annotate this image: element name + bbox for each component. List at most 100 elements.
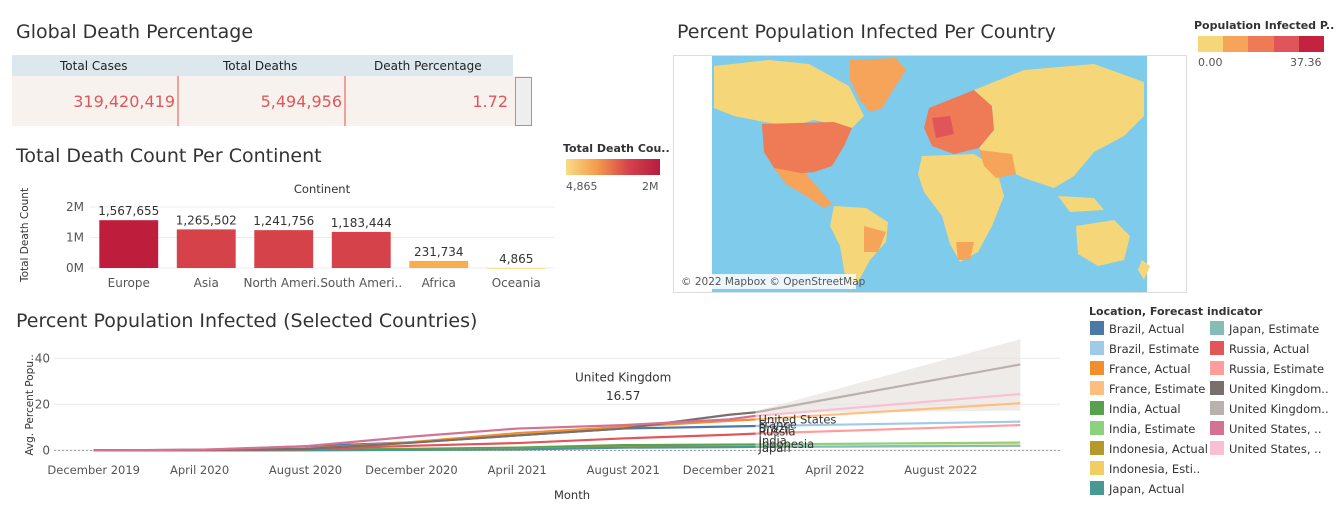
map-legend-step xyxy=(1248,36,1274,52)
bar-chart-title: Total Death Count Per Continent xyxy=(16,145,322,167)
line-annotation: United Kingdom xyxy=(575,370,671,384)
forecast-band xyxy=(755,339,1021,414)
bar-legend-max: 2M xyxy=(642,180,659,193)
legend-swatch xyxy=(1210,381,1224,395)
bar-y-tick: 1M xyxy=(66,231,84,245)
map-attribution[interactable]: © 2022 Mapbox © OpenStreetMap xyxy=(681,276,866,288)
bar-5[interactable] xyxy=(486,267,546,269)
bar-value-label: 1,265,502 xyxy=(176,213,237,227)
legend-swatch xyxy=(1090,341,1104,355)
legend-swatch xyxy=(1090,461,1104,475)
legend-item[interactable]: Indonesia, Actual xyxy=(1090,441,1208,456)
legend-label: Japan, Estimate xyxy=(1229,322,1320,336)
kpi-header-row: Total Cases Total Deaths Death Percentag… xyxy=(12,55,513,76)
line-series-13[interactable] xyxy=(755,363,1021,414)
legend-item[interactable]: United Kingdom.. xyxy=(1210,401,1329,416)
legend-swatch xyxy=(1210,321,1224,335)
line-series-15[interactable] xyxy=(755,392,1021,417)
kpi-death-percentage-value: 1.72 xyxy=(472,92,508,111)
line-y-tick: 40 xyxy=(35,351,50,365)
line-x-tick: December 2021 xyxy=(683,463,776,477)
australia-shape xyxy=(1076,220,1130,266)
kpi-title: Global Death Percentage xyxy=(16,21,254,43)
legend-swatch xyxy=(1090,441,1104,455)
legend-item[interactable]: France, Estimate xyxy=(1090,381,1205,396)
greenland-shape xyxy=(849,58,906,112)
legend-label: Japan, Actual xyxy=(1109,482,1185,496)
map-legend-step xyxy=(1273,36,1299,52)
bar-category-label: Africa xyxy=(422,276,456,290)
bar-3[interactable] xyxy=(331,231,391,268)
legend-label: United States, .. xyxy=(1229,442,1322,456)
legend-swatch xyxy=(1210,421,1224,435)
bar-2[interactable] xyxy=(254,230,314,268)
legend-item[interactable]: United States, .. xyxy=(1210,421,1322,436)
line-x-tick: December 2020 xyxy=(365,463,458,477)
legend-item[interactable]: Russia, Actual xyxy=(1210,341,1309,356)
legend-item[interactable]: India, Actual xyxy=(1090,401,1181,416)
legend-item[interactable]: United Kingdom.. xyxy=(1210,381,1329,396)
legend-label: United Kingdom.. xyxy=(1229,382,1329,396)
bar-category-label: North Ameri.. xyxy=(243,276,324,290)
line-series-1[interactable] xyxy=(755,420,1021,428)
map-frame: © 2022 Mapbox © OpenStreetMap xyxy=(673,55,1187,293)
line-series-9[interactable] xyxy=(755,444,1021,449)
legend-item[interactable]: United States, .. xyxy=(1210,441,1322,456)
kpi-header-total-deaths: Total Deaths xyxy=(223,59,298,73)
kpi-separator xyxy=(344,76,346,126)
line-end-label: India xyxy=(759,434,787,448)
bar-0[interactable] xyxy=(99,220,159,268)
legend-item[interactable]: Brazil, Estimate xyxy=(1090,341,1199,356)
legend-item[interactable]: Japan, Actual xyxy=(1090,481,1184,496)
line-x-tick: August 2021 xyxy=(587,463,660,477)
legend-item[interactable]: India, Estimate xyxy=(1090,421,1195,436)
legend-swatch xyxy=(1090,321,1104,335)
line-series-11[interactable] xyxy=(755,424,1021,435)
line-series-5[interactable] xyxy=(755,441,1021,446)
legend-swatch xyxy=(1090,481,1104,495)
kpi-total-cases-value: 319,420,419 xyxy=(73,92,175,111)
line-end-label: Indonesia xyxy=(759,437,815,451)
bar-1[interactable] xyxy=(176,229,236,268)
line-y-tick: 20 xyxy=(35,397,50,411)
line-series-14[interactable] xyxy=(93,414,756,452)
legend-item[interactable]: Japan, Estimate xyxy=(1210,321,1319,336)
legend-label: United States, .. xyxy=(1229,422,1322,436)
kpi-total-deaths-value: 5,494,956 xyxy=(260,92,342,111)
africa-south-shape xyxy=(956,242,974,260)
legend-swatch xyxy=(1210,401,1224,415)
central-america-shape xyxy=(774,168,832,208)
line-x-title: Month xyxy=(554,488,590,502)
bar-category-label: Asia xyxy=(194,276,219,290)
legend-swatch xyxy=(1210,341,1224,355)
legend-item[interactable]: France, Actual xyxy=(1090,361,1191,376)
legend-label: Russia, Actual xyxy=(1229,342,1310,356)
legend-item[interactable]: Indonesia, Esti.. xyxy=(1090,461,1200,476)
line-end-label: United States xyxy=(759,412,837,426)
line-end-label: Brazil xyxy=(759,421,791,435)
bar-legend-title: Total Death Cou.. xyxy=(563,142,670,155)
bar-y-title: Total Death Count xyxy=(19,188,31,283)
legend-label: United Kingdom.. xyxy=(1229,402,1329,416)
southeast-asia-islands-shape xyxy=(1058,196,1104,212)
map-title: Percent Population Infected Per Country xyxy=(677,21,1056,43)
bar-x-title: Continent xyxy=(294,182,351,196)
line-y-title: Avg. Percent Popu.. xyxy=(24,354,36,455)
south-america-shape xyxy=(830,206,888,290)
line-x-tick: August 2020 xyxy=(269,463,342,477)
line-series-3[interactable] xyxy=(755,402,1021,421)
legend-item[interactable]: Brazil, Actual xyxy=(1090,321,1184,336)
world-map[interactable]: © 2022 Mapbox © OpenStreetMap xyxy=(674,56,1186,292)
line-end-label: France xyxy=(759,418,797,432)
kpi-header-death-percentage: Death Percentage xyxy=(374,59,482,73)
legend-item[interactable]: Russia, Estimate xyxy=(1210,361,1324,376)
line-end-label: Japan xyxy=(758,441,791,455)
africa-shape xyxy=(918,154,1004,262)
kpi-scrollbar[interactable] xyxy=(515,77,532,126)
bar-y-tick: 2M xyxy=(66,200,84,214)
line-x-tick: December 2019 xyxy=(47,463,140,477)
kpi-table: Total Cases Total Deaths Death Percentag… xyxy=(12,55,530,126)
bar-4[interactable] xyxy=(409,260,469,268)
legend-label: Russia, Estimate xyxy=(1229,362,1325,376)
bar-value-label: 1,567,655 xyxy=(98,204,159,218)
